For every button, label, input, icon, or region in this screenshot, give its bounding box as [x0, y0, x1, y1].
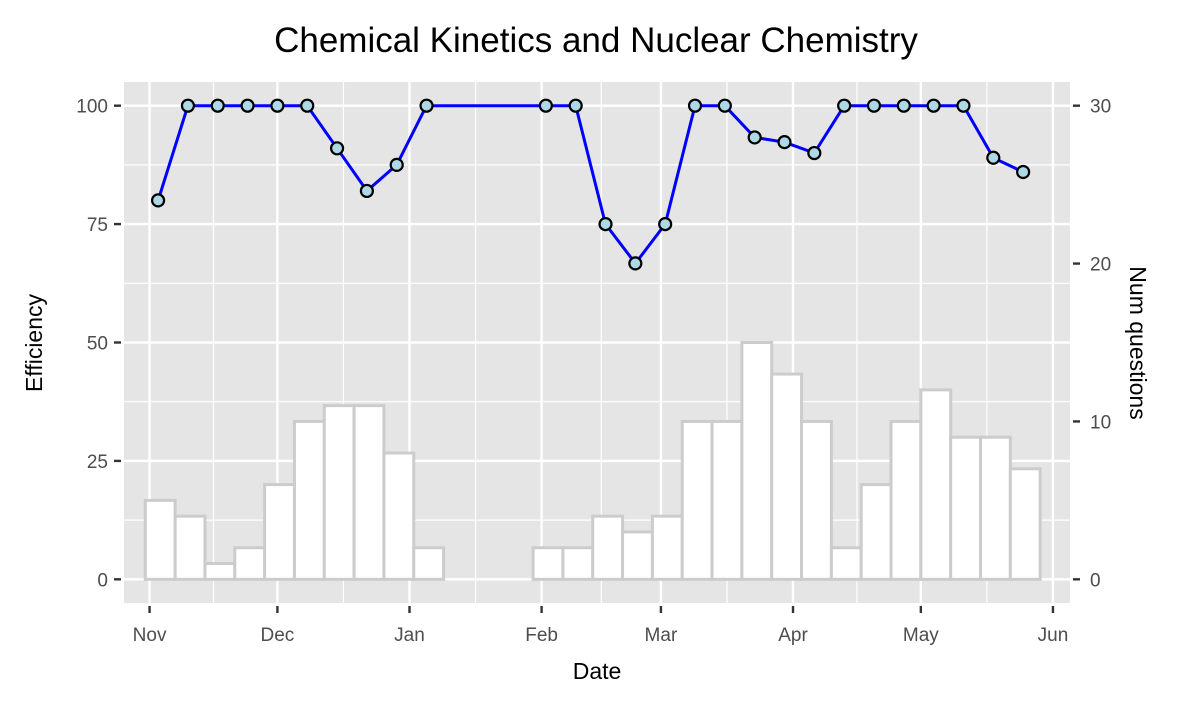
efficiency-point	[270, 98, 285, 113]
y2-tick-label: 0	[1090, 570, 1101, 591]
chart-title: Chemical Kinetics and Nuclear Chemistry	[274, 21, 918, 60]
question-count-bar	[233, 546, 267, 581]
y2-tick-label: 30	[1090, 97, 1111, 118]
question-count-bar	[531, 546, 565, 581]
x-tick-label: Mar	[645, 625, 678, 646]
efficiency-point	[777, 135, 792, 150]
efficiency-point	[866, 98, 882, 113]
efficiency-point	[926, 98, 941, 113]
question-count-bar	[829, 546, 863, 581]
question-count-bar	[740, 341, 774, 581]
efficiency-point	[359, 183, 374, 199]
efficiency-point	[1016, 164, 1031, 180]
efficiency-point	[837, 98, 852, 113]
efficiency-point	[538, 98, 553, 113]
efficiency-point	[240, 98, 255, 113]
efficiency-point	[896, 98, 911, 113]
efficiency-point	[300, 98, 315, 113]
question-count-bar	[919, 388, 953, 581]
y-axis-label: Efficiency	[21, 293, 47, 392]
efficiency-point	[747, 130, 762, 145]
y-tick-label: 100	[76, 97, 108, 118]
y-tick-label: 75	[87, 215, 108, 236]
y-axis-right: 0 10 20 30	[1073, 97, 1111, 591]
efficiency-point	[329, 141, 345, 156]
question-count-bar	[889, 419, 923, 581]
question-count-bar	[203, 562, 237, 581]
x-tick-label: May	[903, 625, 939, 646]
question-count-bar	[621, 530, 654, 581]
efficiency-point	[687, 98, 703, 113]
y-tick-label: 50	[87, 334, 108, 355]
efficiency-point	[628, 256, 643, 271]
question-count-bar	[292, 419, 326, 581]
y2-tick-label: 20	[1090, 255, 1111, 276]
y-axis-left: 0 25 50 75 100	[76, 97, 121, 591]
question-count-bar	[263, 483, 296, 581]
y-tick-label: 25	[87, 452, 108, 473]
x-tick-label: Feb	[525, 625, 558, 646]
question-count-bar	[949, 435, 983, 581]
x-tick-label: Jun	[1038, 625, 1069, 646]
question-count-bar	[591, 514, 625, 581]
question-count-bar	[680, 419, 714, 581]
question-count-bar	[800, 419, 833, 581]
efficiency-point	[419, 98, 434, 113]
question-count-bar	[650, 514, 684, 581]
efficiency-point	[658, 216, 673, 232]
question-count-bar	[173, 514, 207, 581]
x-axis: Nov Dec Jan Feb Mar Apr May Jun	[133, 606, 1069, 646]
x-axis-label: Date	[573, 658, 622, 684]
efficiency-point	[956, 98, 971, 113]
efficiency-point	[598, 216, 613, 232]
question-count-bar	[710, 419, 744, 581]
question-count-bar	[382, 451, 416, 581]
question-count-bar	[143, 498, 177, 581]
efficiency-point	[210, 98, 225, 113]
question-count-bar	[859, 483, 893, 581]
question-count-bar	[1008, 467, 1042, 581]
x-tick-label: Dec	[261, 625, 295, 646]
x-tick-label: Nov	[133, 625, 167, 646]
question-count-bar	[412, 546, 446, 581]
efficiency-point	[568, 98, 583, 113]
y-tick-label: 0	[97, 570, 108, 591]
x-tick-label: Jan	[394, 625, 425, 646]
question-count-bar	[770, 372, 804, 581]
efficiency-point	[807, 145, 822, 161]
efficiency-point	[717, 98, 732, 113]
efficiency-point	[389, 157, 404, 172]
efficiency-point	[180, 98, 196, 113]
question-count-bar	[979, 435, 1012, 581]
efficiency-point	[150, 193, 166, 208]
x-tick-label: Apr	[778, 625, 808, 646]
efficiency-points	[150, 98, 1031, 271]
efficiency-point	[986, 150, 1001, 165]
question-count-bar	[352, 404, 386, 581]
question-count-bar	[561, 546, 595, 581]
question-count-bars	[143, 341, 1042, 581]
question-count-bar	[322, 404, 356, 581]
y2-axis-label: Num questions	[1125, 266, 1151, 419]
y2-tick-label: 10	[1090, 412, 1111, 433]
